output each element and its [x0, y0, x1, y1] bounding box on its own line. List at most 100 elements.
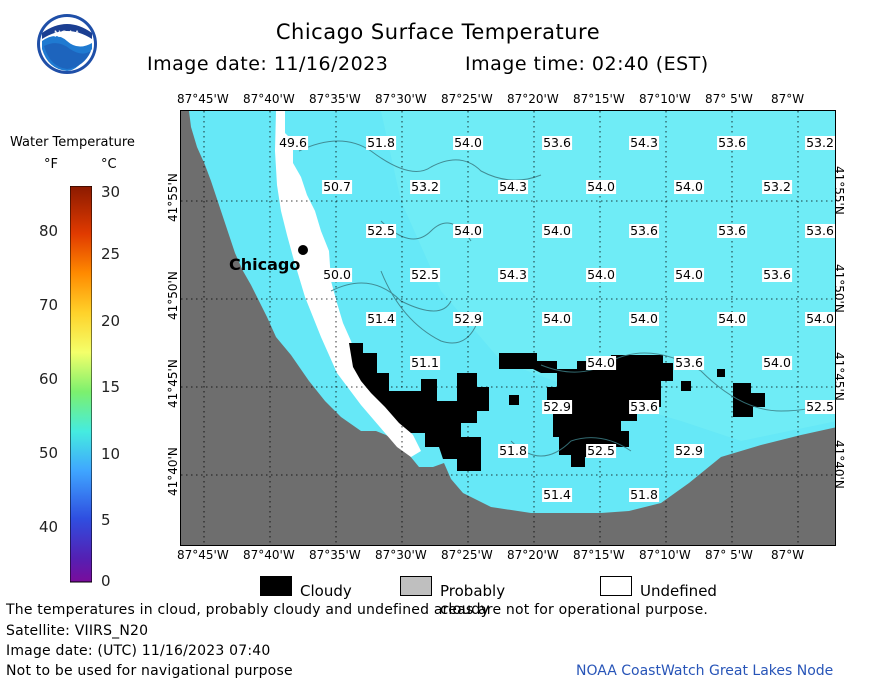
c-tick: 25 [101, 245, 121, 263]
colorbar-title: Water Temperature [10, 135, 135, 150]
f-tick: 60 [39, 370, 59, 388]
temperature-label: 53.6 [629, 223, 659, 238]
c-tick: 15 [101, 378, 121, 396]
temperature-label: 54.0 [805, 311, 835, 326]
cloudy-swatch [260, 576, 292, 596]
utc-date: Image date: (UTC) 11/16/2023 07:40 [6, 643, 271, 659]
temperature-label: 53.6 [674, 355, 704, 370]
temperature-label: 54.3 [498, 179, 528, 194]
lon-label: 87°45'W [177, 548, 229, 562]
undefined-label: Undefined [640, 582, 717, 600]
temperature-label: 54.0 [674, 179, 704, 194]
lon-label: 87°45'W [177, 92, 229, 106]
c-tick: 20 [101, 312, 121, 330]
c-tick: 30 [101, 183, 121, 201]
c-tick: 5 [101, 511, 111, 529]
temperature-label: 51.4 [366, 311, 396, 326]
temperature-label: 53.6 [805, 223, 835, 238]
temperature-label: 54.0 [542, 311, 572, 326]
satellite-info: Satellite: VIIRS_N20 [6, 623, 149, 639]
temperature-label: 52.5 [410, 267, 440, 282]
temperature-label: 53.6 [629, 399, 659, 414]
image-date: Image date: 11/16/2023 [147, 53, 389, 75]
temperature-label: 54.0 [542, 223, 572, 238]
lon-label: 87°W [771, 92, 805, 106]
colorbar-unit-c: °C [101, 157, 117, 172]
image-time: Image time: 02:40 (EST) [465, 53, 709, 75]
f-tick: 40 [39, 518, 59, 536]
temperature-label: 53.6 [717, 135, 747, 150]
temperature-label: 54.0 [674, 267, 704, 282]
temperature-label: 52.9 [453, 311, 483, 326]
temperature-label: 54.0 [629, 311, 659, 326]
navigation-warning: Not to be used for navigational purpose [6, 663, 293, 679]
temperature-label: 54.0 [762, 355, 792, 370]
temperature-label: 54.0 [717, 311, 747, 326]
temperature-label: 51.8 [629, 487, 659, 502]
temperature-label: 53.2 [410, 179, 440, 194]
lon-label: 87°10'W [639, 548, 691, 562]
f-tick: 50 [39, 444, 59, 462]
lon-label: 87°15'W [573, 548, 625, 562]
colorbar [69, 185, 93, 586]
temperature-label: 53.6 [542, 135, 572, 150]
lat-label: 41°45'N [166, 359, 180, 408]
c-tick: 10 [101, 445, 121, 463]
operational-note: The temperatures in cloud, probably clou… [6, 602, 709, 618]
probably-cloudy-swatch [400, 576, 432, 596]
lon-label: 87°20'W [507, 548, 559, 562]
lon-label: 87°35'W [309, 92, 361, 106]
temperature-label: 53.2 [805, 135, 835, 150]
temperature-label: 52.5 [586, 443, 616, 458]
temperature-label: 54.3 [498, 267, 528, 282]
temperature-label: 52.5 [805, 399, 835, 414]
lon-label: 87°10'W [639, 92, 691, 106]
lon-label: 87°15'W [573, 92, 625, 106]
cloudy-label: Cloudy [300, 582, 352, 600]
lon-label: 87°40'W [243, 548, 295, 562]
temperature-label: 51.4 [542, 487, 572, 502]
lon-label: 87°35'W [309, 548, 361, 562]
temperature-label: 52.9 [674, 443, 704, 458]
undefined-swatch [600, 576, 632, 596]
temperature-label: 54.3 [629, 135, 659, 150]
colorbar-unit-f: °F [44, 157, 58, 172]
temperature-label: 53.6 [717, 223, 747, 238]
lat-label: 41°55'N [166, 173, 180, 222]
temperature-label: 49.6 [278, 135, 308, 150]
lat-label: 41°40'N [166, 447, 180, 496]
temperature-label: 54.0 [586, 179, 616, 194]
temperature-label: 51.8 [366, 135, 396, 150]
chicago-marker [298, 245, 308, 255]
svg-text:NOAA: NOAA [54, 30, 81, 40]
temperature-label: 51.8 [498, 443, 528, 458]
probably-cloudy-label: Probably cloudy [440, 582, 506, 618]
city-label: Chicago [229, 255, 301, 274]
lon-label: 87°30'W [375, 548, 427, 562]
lon-label: 87°20'W [507, 92, 559, 106]
temperature-label: 54.0 [453, 223, 483, 238]
lon-label: 87°W [771, 548, 805, 562]
temperature-label: 51.1 [410, 355, 440, 370]
f-tick: 70 [39, 296, 59, 314]
map-title: Chicago Surface Temperature [275, 20, 601, 44]
lon-label: 87°40'W [243, 92, 295, 106]
temperature-label: 52.9 [542, 399, 572, 414]
temperature-label: 53.2 [762, 179, 792, 194]
c-tick: 0 [101, 572, 111, 590]
temperature-label: 53.6 [762, 267, 792, 282]
temperature-label: 52.5 [366, 223, 396, 238]
credit: NOAA CoastWatch Great Lakes Node [576, 663, 834, 679]
temperature-label: 54.0 [586, 267, 616, 282]
lat-label: 41°50'N [166, 271, 180, 320]
lon-label: 87° 5'W [705, 92, 753, 106]
temperature-label: 54.0 [453, 135, 483, 150]
lon-label: 87°25'W [441, 92, 493, 106]
temperature-label: 50.0 [322, 267, 352, 282]
f-tick: 80 [39, 222, 59, 240]
lon-label: 87°25'W [441, 548, 493, 562]
lon-label: 87°30'W [375, 92, 427, 106]
temperature-label: 54.0 [586, 355, 616, 370]
cloud-areas [349, 343, 765, 471]
lon-label: 87° 5'W [705, 548, 753, 562]
